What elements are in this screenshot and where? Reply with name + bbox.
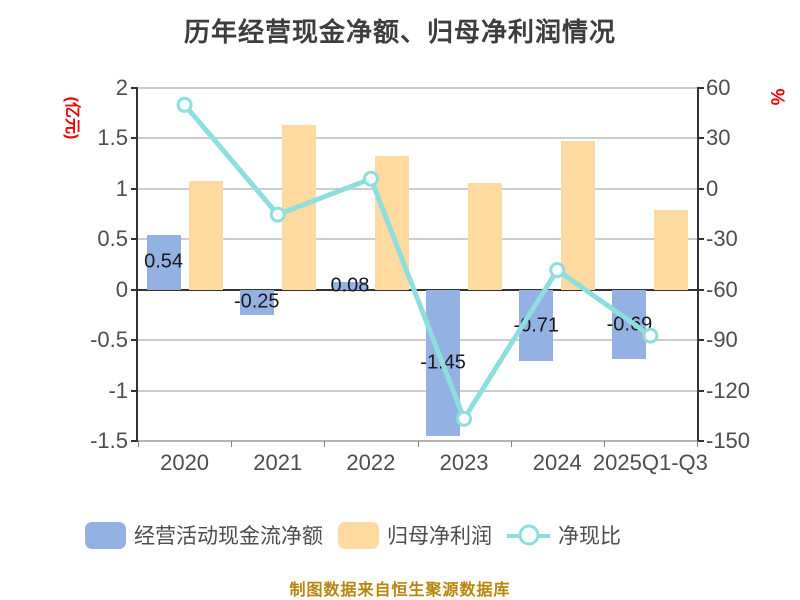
- left-axis-tick: [131, 339, 138, 342]
- right-axis-tick: [697, 440, 704, 442]
- yellow-bar-swatch-icon: [338, 521, 379, 549]
- x-axis-tick: [324, 441, 326, 447]
- bar-net-profit: [561, 141, 596, 290]
- bar-net-profit: [374, 155, 409, 290]
- blue-bar-swatch-icon: [85, 521, 126, 549]
- right-axis-tick-label: -120: [706, 377, 751, 403]
- left-axis-line: [136, 88, 138, 441]
- bar-value-label: 0.54: [144, 250, 184, 273]
- x-axis-tick: [510, 441, 512, 447]
- bar-value-label: 0.08: [330, 274, 370, 297]
- right-axis-tick: [697, 187, 704, 190]
- x-axis-tick: [603, 441, 605, 447]
- gridline: [138, 137, 697, 140]
- right-axis-line: [697, 88, 699, 441]
- left-axis-tick: [131, 389, 138, 392]
- bar-net-profit: [188, 180, 223, 290]
- x-axis-tick: [417, 441, 419, 447]
- bar-net-profit: [281, 125, 316, 290]
- bar-value-label: -0.71: [513, 314, 560, 337]
- legend-label-net-cash-ratio: 净现比: [558, 525, 621, 548]
- left-axis-tick-label: -0.5: [90, 327, 128, 353]
- left-axis-tick-label: -1.5: [90, 428, 128, 453]
- line-marker-swatch-icon: [507, 522, 550, 549]
- bar-net-profit: [468, 182, 503, 290]
- left-axis-tick: [131, 440, 138, 442]
- right-axis-tick: [697, 389, 704, 392]
- right-axis-tick: [697, 137, 704, 140]
- legend-item-operating-cash-flow[interactable]: 经营活动现金流净额: [85, 520, 323, 550]
- right-axis-tick: [697, 288, 704, 291]
- right-axis-tick-label: 60: [706, 75, 731, 100]
- left-axis-tick-label: 0.5: [97, 226, 128, 252]
- x-axis-tick: [697, 441, 698, 447]
- legend-item-net-cash-ratio[interactable]: 净现比: [507, 520, 621, 550]
- right-axis-tick-label: -90: [706, 327, 738, 353]
- data-source-caption: 制图数据来自恒生聚源数据库: [289, 582, 511, 599]
- bar-net-profit: [654, 210, 689, 290]
- x-axis-label: 2024: [532, 450, 582, 475]
- x-axis-label: 2021: [253, 450, 303, 475]
- right-axis-tick-label: -60: [706, 276, 738, 302]
- line-data-point: [176, 96, 193, 113]
- x-axis-tick: [231, 441, 233, 447]
- left-axis-tick-label: 1.5: [97, 125, 128, 151]
- left-axis-tick: [131, 238, 138, 241]
- left-axis-tick-label: 1: [115, 175, 128, 201]
- left-axis-tick: [131, 137, 138, 140]
- bar-value-label: -0.69: [606, 313, 653, 335]
- right-axis-tick-label: 0: [706, 175, 719, 201]
- left-axis-tick-label: 2: [115, 75, 128, 100]
- left-axis-tick: [131, 187, 138, 190]
- x-axis-tick: [138, 441, 139, 447]
- x-axis-label: 2025Q1-Q3: [592, 450, 708, 475]
- left-axis-tick-label: 0: [115, 276, 128, 302]
- x-axis-label: 2023: [439, 450, 489, 475]
- gridline: [138, 389, 697, 392]
- right-axis-tick: [697, 238, 704, 241]
- left-axis-tick-label: -1: [108, 377, 128, 403]
- x-axis-label: 2022: [346, 450, 396, 475]
- left-axis-tick: [131, 87, 138, 89]
- gridline: [138, 87, 697, 89]
- right-axis-tick-label: -150: [706, 428, 751, 453]
- legend: 经营活动现金流净额 归母净利润 净现比: [85, 520, 636, 550]
- right-axis-tick-label: -30: [706, 226, 738, 252]
- legend-label-net-profit: 归母净利润: [387, 525, 492, 548]
- right-axis-tick: [697, 339, 704, 342]
- bar-value-label: -0.25: [233, 290, 280, 313]
- left-axis-tick: [131, 288, 138, 291]
- chart-title: 历年经营现金净额、归母净利润情况: [183, 17, 616, 47]
- right-axis-tick: [697, 87, 704, 89]
- x-axis-label: 2020: [160, 450, 210, 475]
- right-axis-tick-label: 30: [706, 125, 731, 151]
- legend-label-operating-cash-flow: 经营活动现金流净额: [134, 525, 323, 548]
- bar-operating-cash-flow: [146, 235, 181, 290]
- legend-item-net-profit[interactable]: 归母净利润: [338, 520, 492, 550]
- bar-value-label: -1.45: [420, 351, 466, 374]
